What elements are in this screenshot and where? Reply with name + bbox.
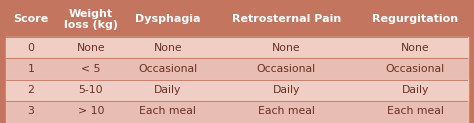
Text: Weight
loss (kg): Weight loss (kg) (64, 9, 118, 30)
Text: 2: 2 (27, 85, 35, 95)
Text: Occasional: Occasional (138, 64, 198, 74)
Bar (6, 38, 468, 59)
Text: Daily: Daily (154, 85, 182, 95)
Text: None: None (401, 43, 429, 53)
Text: > 10: > 10 (78, 106, 104, 116)
Text: 5-10: 5-10 (79, 85, 103, 95)
Bar (6, 100, 468, 122)
Bar (6, 1, 468, 38)
Text: Each meal: Each meal (139, 106, 196, 116)
Bar (6, 59, 468, 79)
Text: Daily: Daily (401, 85, 429, 95)
Text: Daily: Daily (273, 85, 300, 95)
Text: None: None (76, 43, 105, 53)
Text: Regurgitation: Regurgitation (372, 15, 458, 24)
Text: None: None (272, 43, 301, 53)
Text: None: None (154, 43, 182, 53)
Text: Occasional: Occasional (256, 64, 316, 74)
Text: 3: 3 (27, 106, 35, 116)
Text: Score: Score (13, 15, 48, 24)
Text: 0: 0 (27, 43, 35, 53)
Text: 1: 1 (27, 64, 35, 74)
Text: Each meal: Each meal (258, 106, 315, 116)
Bar (6, 79, 468, 100)
Text: Occasional: Occasional (385, 64, 445, 74)
Text: Retrosternal Pain: Retrosternal Pain (232, 15, 341, 24)
Text: Each meal: Each meal (387, 106, 444, 116)
Text: < 5: < 5 (81, 64, 100, 74)
Text: Dysphagia: Dysphagia (135, 15, 201, 24)
